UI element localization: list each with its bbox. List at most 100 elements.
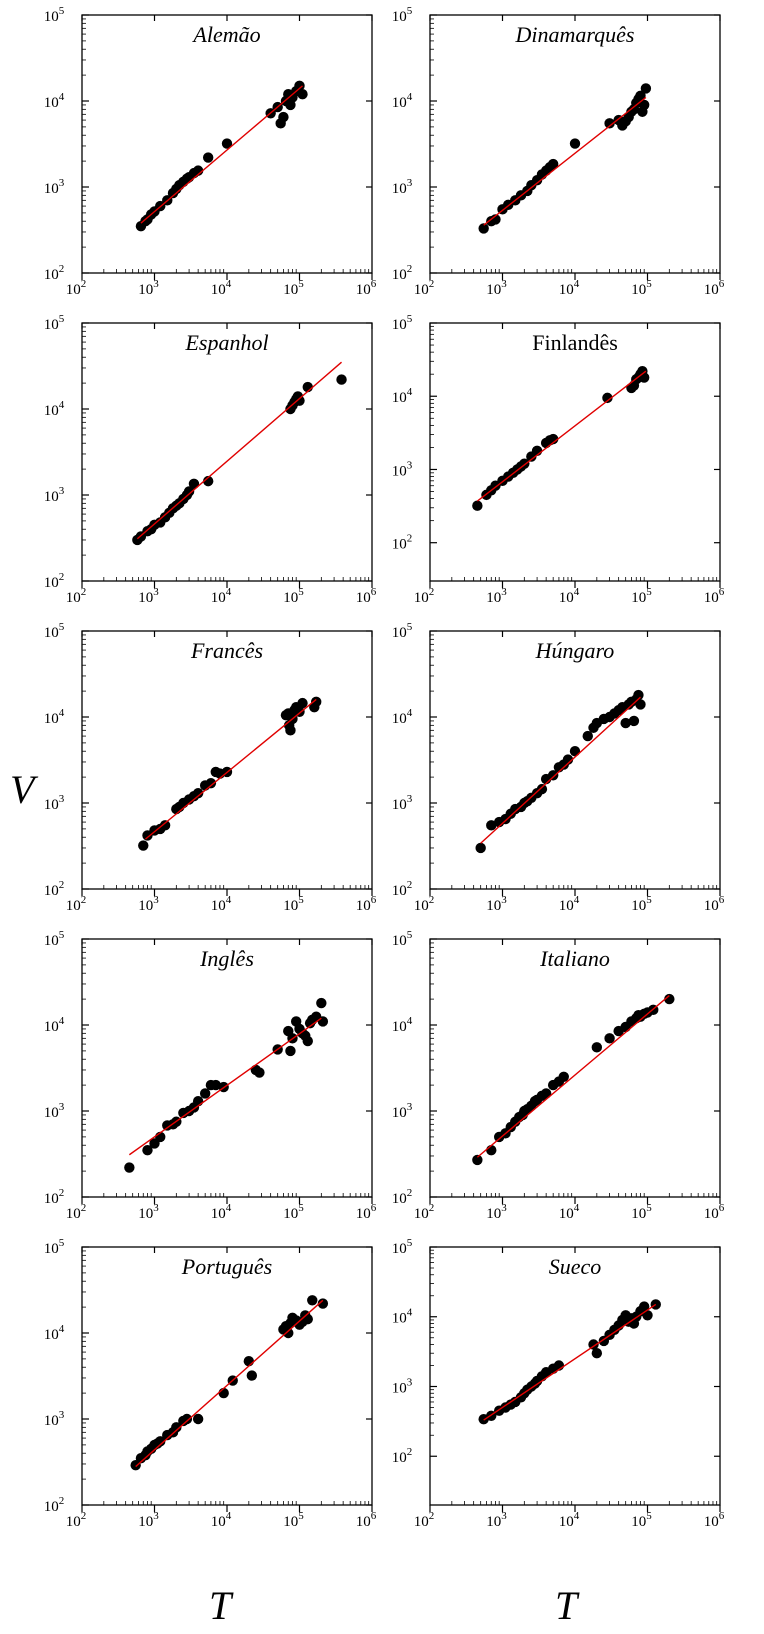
chart-panel-3: 102 103 104 105 106 102 103 104 105 Espanhol (44, 313, 377, 606)
y-tick-label: 102 (44, 1187, 65, 1207)
y-tick-label: 105 (44, 929, 65, 949)
x-tick-label: 104 (211, 586, 232, 606)
data-point (620, 717, 631, 729)
data-point (558, 1071, 569, 1082)
chart-panel-5: 102 103 104 105 106 102 103 104 105 Francês (44, 621, 377, 914)
data-point (628, 715, 640, 727)
y-tick-label: 104 (44, 91, 65, 111)
data-point (638, 99, 650, 111)
x-tick-label: 103 (486, 586, 507, 606)
y-tick-label: 103 (392, 793, 413, 813)
data-point (640, 83, 652, 94)
x-tick-label: 105 (631, 586, 652, 606)
x-tick-label: 106 (356, 1510, 377, 1530)
data-point (254, 1067, 265, 1078)
panel-title: Húngaro (535, 638, 615, 663)
y-tick-label: 104 (392, 707, 413, 727)
data-point (192, 1096, 204, 1107)
chart-panel-9: 102 103 104 105 106 102 103 104 105 Português (44, 1237, 377, 1530)
x-tick-label: 102 (66, 586, 87, 606)
plot-frame (81, 630, 373, 890)
data-point (635, 90, 646, 101)
x-tick-label: 104 (559, 894, 580, 914)
data-point (192, 788, 204, 799)
plot-frame (429, 322, 721, 582)
data-point (562, 754, 574, 765)
panel-title: Inglês (199, 946, 254, 971)
y-tick-label: 104 (44, 1323, 65, 1343)
data-point (591, 1348, 603, 1359)
plot-frame (429, 1246, 721, 1506)
y-tick-label: 105 (44, 5, 65, 25)
data-point (638, 1301, 650, 1312)
chart-panel-1: 102 103 104 105 106 102 103 104 105 Alemão (44, 5, 377, 298)
x-tick-label: 103 (486, 1510, 507, 1530)
y-tick-label: 102 (392, 1187, 413, 1207)
data-point (124, 1162, 135, 1173)
data-point (547, 770, 559, 781)
data-point (307, 1295, 318, 1306)
x-tick-label: 106 (704, 586, 725, 606)
x-tick-label: 105 (631, 1202, 652, 1222)
data-point (297, 697, 308, 709)
x-tick-label: 105 (631, 278, 652, 298)
y-tick-label: 103 (392, 1376, 413, 1396)
data-point (297, 88, 308, 100)
data-point (317, 1298, 329, 1309)
x-tick-label: 102 (66, 278, 87, 298)
data-point (547, 158, 559, 170)
plot-frame (429, 630, 721, 890)
fit-line (136, 361, 342, 540)
data-point (199, 1088, 211, 1099)
data-point (604, 118, 615, 129)
y-tick-label: 104 (392, 1307, 413, 1327)
data-point (540, 1088, 552, 1099)
x-tick-label: 102 (66, 1202, 87, 1222)
plot-frame (81, 1246, 373, 1506)
y-tick-label: 102 (392, 263, 413, 283)
panel-title: Português (181, 1254, 272, 1279)
x-axis-label-right: T (555, 1583, 578, 1628)
data-point (633, 689, 644, 701)
x-tick-label: 104 (559, 278, 580, 298)
chart-panel-10: 102 103 104 105 106 102 103 104 105 Sueco (392, 1237, 725, 1530)
x-tick-label: 103 (486, 278, 507, 298)
data-point (472, 1154, 483, 1166)
data-point (210, 1079, 221, 1091)
chart-panel-8: 102 103 104 105 106 102 103 104 105 Italiano (392, 929, 725, 1222)
x-tick-label: 106 (356, 278, 377, 298)
data-point (664, 993, 675, 1005)
fit-line (135, 1299, 324, 1468)
y-tick-label: 104 (392, 91, 413, 111)
y-tick-label: 103 (44, 177, 65, 197)
data-point (202, 152, 214, 163)
data-point (635, 699, 646, 710)
y-tick-label: 105 (392, 621, 413, 641)
x-tick-label: 103 (138, 1510, 159, 1530)
data-point (336, 374, 347, 385)
data-point (302, 1313, 313, 1325)
data-point (486, 820, 497, 831)
data-point (294, 395, 305, 406)
data-point (490, 214, 501, 225)
x-tick-label: 106 (356, 894, 377, 914)
y-tick-label: 102 (44, 263, 65, 283)
chart-panel-6: 102 103 104 105 106 102 103 104 105 Húngaro (392, 621, 725, 914)
fit-line (144, 698, 317, 840)
panel-title: Espanhol (184, 330, 268, 355)
x-tick-label: 105 (631, 1510, 652, 1530)
panel-title: Italiano (539, 946, 610, 971)
y-tick-label: 102 (392, 1446, 413, 1466)
x-tick-label: 103 (138, 586, 159, 606)
y-tick-label: 102 (392, 879, 413, 899)
y-tick-label: 104 (392, 1015, 413, 1035)
y-tick-label: 103 (44, 1101, 65, 1121)
y-tick-label: 103 (392, 459, 413, 479)
y-tick-label: 102 (44, 571, 65, 591)
data-point (285, 725, 296, 736)
data-point (317, 1016, 329, 1027)
y-tick-label: 105 (392, 1237, 413, 1257)
data-point (278, 111, 289, 123)
data-point (246, 1370, 258, 1381)
y-tick-label: 104 (44, 707, 65, 727)
